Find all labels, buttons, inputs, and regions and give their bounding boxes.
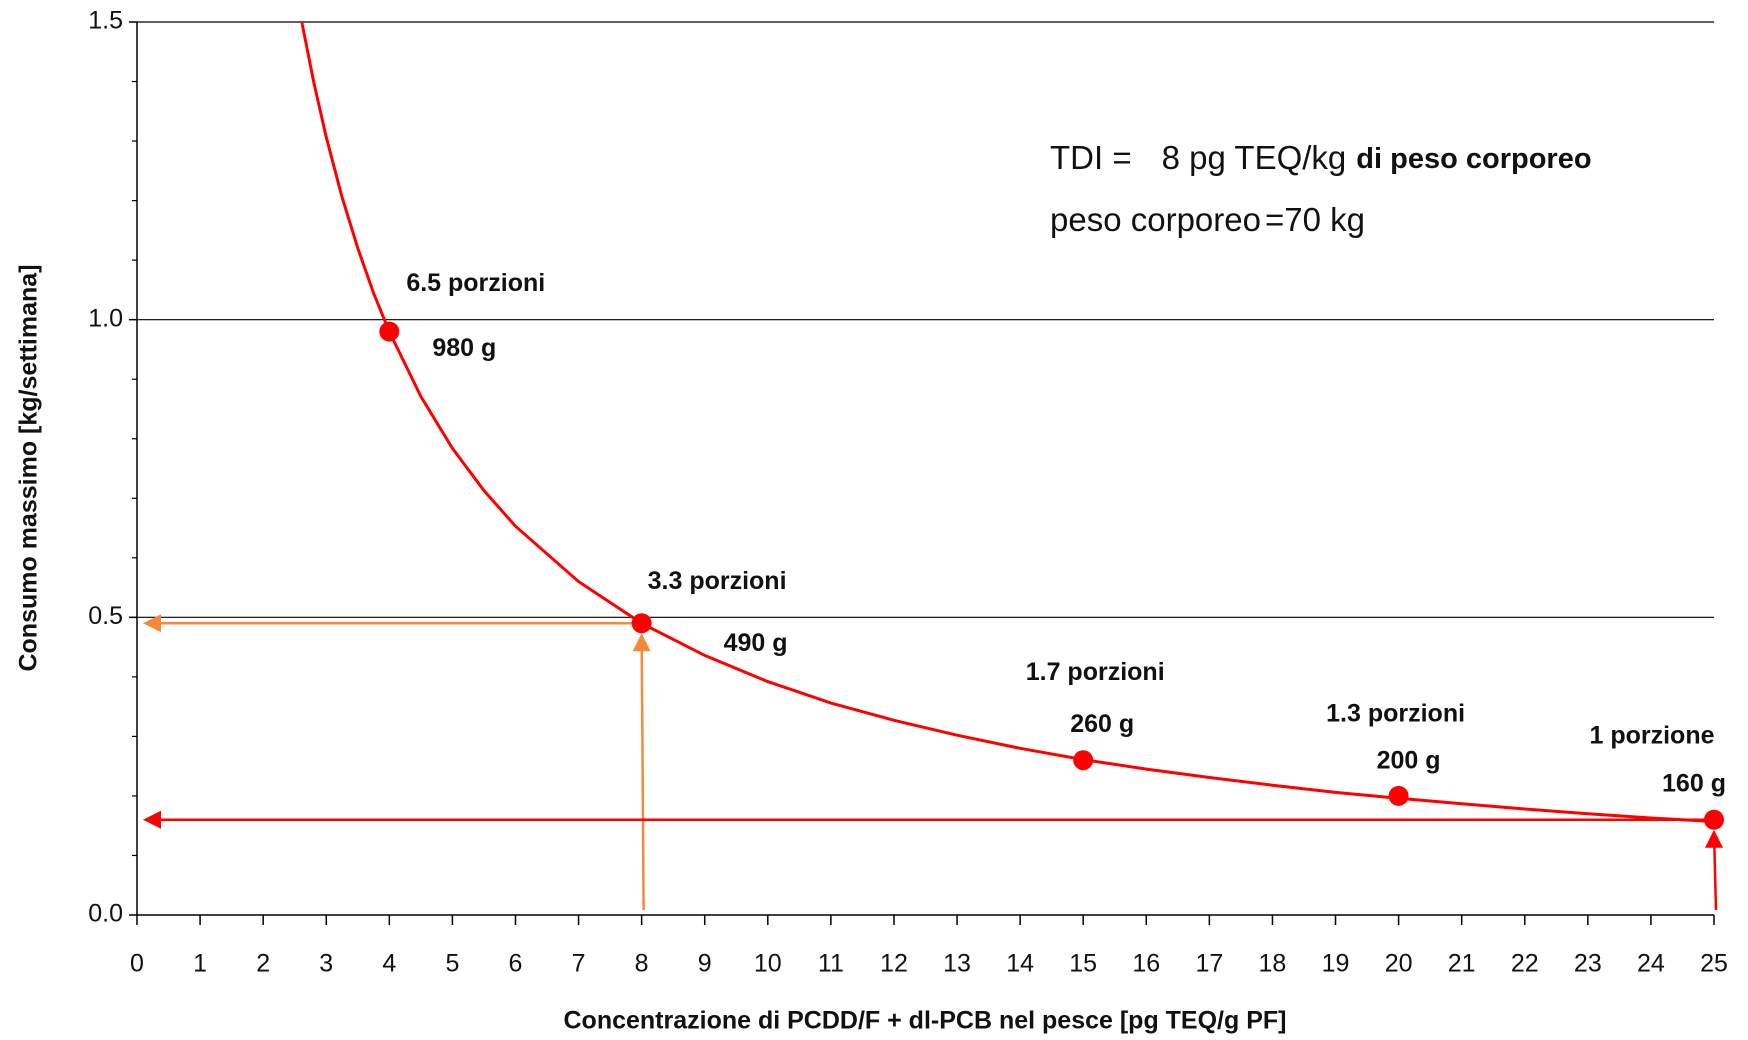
x-tick-label: 21	[1448, 950, 1476, 978]
x-tick-label: 5	[445, 950, 459, 978]
point-label: 490 g	[724, 629, 788, 657]
point-label: 200 g	[1377, 747, 1441, 775]
x-tick-label: 3	[319, 950, 333, 978]
point-annotation: 3.3 porzioni	[648, 567, 787, 595]
point-label: 980 g	[432, 334, 496, 362]
x-tick-label: 2	[256, 950, 270, 978]
point-annotation: 6.5 porzioni	[406, 269, 545, 297]
point-annotation: 1.3 porzioni	[1326, 700, 1465, 728]
y-axis-title: Consumo massimo [kg/settimana]	[15, 264, 43, 671]
x-tick-label: 7	[572, 950, 586, 978]
x-tick-label: 13	[943, 950, 971, 978]
x-tick-label: 19	[1322, 950, 1350, 978]
x-tick-label: 16	[1132, 950, 1160, 978]
point	[631, 613, 652, 634]
point-annotation: 1 porzione	[1589, 721, 1714, 749]
x-tick-label: 17	[1195, 950, 1223, 978]
x-tick-label: 9	[698, 950, 712, 978]
point	[1073, 750, 1094, 771]
curve	[300, 22, 304, 25]
point-label: 160 g	[1662, 769, 1726, 797]
y-tick-label: 0.5	[88, 602, 123, 630]
y-tick-label: 0.0	[88, 900, 123, 928]
x-tick-label: 11	[818, 950, 844, 978]
point	[379, 321, 400, 342]
x-tick-label: 4	[382, 950, 396, 978]
y-tick-label: 1.0	[88, 304, 123, 332]
x-tick-label: 6	[509, 950, 523, 978]
x-tick-label: 0	[130, 950, 144, 978]
point	[1704, 809, 1724, 830]
note-line: TDI = 8 pg TEQ/kg di peso corporeo	[1050, 139, 1592, 176]
x-tick-label: 23	[1574, 950, 1602, 978]
x-tick-label: 12	[880, 950, 908, 978]
arrow-head	[143, 810, 161, 829]
arrow-head	[1705, 829, 1723, 848]
x-tick-label: 14	[1006, 950, 1034, 978]
plot-area	[300, 22, 1715, 823]
point	[1388, 785, 1409, 806]
x-tick-label: 15	[1069, 950, 1097, 978]
curve	[300, 24, 1715, 823]
note-line: peso corporeo =70 kg	[1050, 201, 1365, 238]
x-tick-label: 1	[193, 950, 207, 978]
x-tick-label: 20	[1385, 950, 1413, 978]
x-tick-label: 10	[754, 950, 782, 978]
arrow-head	[143, 614, 161, 633]
point-label: 260 g	[1070, 710, 1134, 738]
x-axis-title: Concentrazione di PCDD/F + dl-PCB nel pe…	[564, 1007, 1287, 1035]
point-annotation: 1.7 porzioni	[1026, 658, 1165, 686]
arrow-head	[632, 633, 651, 652]
x-tick-label: 22	[1511, 950, 1539, 978]
x-tick-label: 25	[1700, 950, 1728, 978]
x-tick-label: 24	[1637, 950, 1665, 978]
guide-vertical	[640, 635, 645, 911]
y-tick-label: 1.5	[88, 7, 123, 35]
x-tick-label: 8	[635, 950, 649, 978]
x-tick-label: 18	[1259, 950, 1287, 978]
